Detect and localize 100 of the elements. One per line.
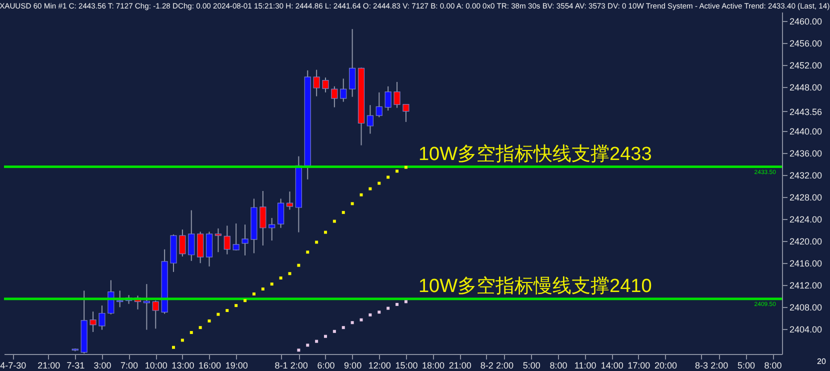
point [360,193,363,196]
point [378,310,381,314]
point [396,302,399,306]
candlestick [90,311,96,332]
point [396,170,399,173]
point [244,299,247,302]
point [288,272,292,276]
point [172,346,176,349]
y-tick-label: 2432.00 [790,170,822,181]
y-tick-label: 2412.00 [790,280,822,291]
point [270,282,274,286]
point [386,306,390,310]
x-tick-label: 8-1 [274,360,288,370]
y-tick-label: 2424.00 [790,214,822,225]
x-tick-label: 3:00 [94,360,112,370]
point [208,319,211,322]
point [216,312,220,316]
point [279,276,282,280]
y-tick-label: 2460.00 [790,16,822,26]
candlestick [349,28,356,98]
y-tick-label: 2408.00 [790,302,822,313]
y-tick-label: 2440.00 [790,126,822,136]
x-tick-label: 15:00 [395,360,418,370]
x-tick-label: 21:00 [38,360,60,370]
point [368,187,372,190]
candlestick [260,190,266,246]
x-tick-label: 8:00 [764,360,782,370]
candlestick [394,81,400,108]
x-tick-label: 9:00 [344,360,362,370]
x-tick-label: 6:00 [317,360,335,370]
point [378,182,381,185]
y-tick-label: 2452.00 [790,60,822,70]
candlestick [384,86,392,112]
x-tick-label: 5:00 [737,360,755,370]
point [297,348,300,352]
point [234,304,238,308]
point [342,210,345,214]
x-tick-label: 20:00 [654,360,678,370]
candlestick [224,225,230,255]
x-tick-label: 17:00 [628,360,650,370]
x-tick-label: 14:00 [600,360,624,370]
x-tick-label: 8-3 [694,360,708,370]
point [190,331,193,334]
candlestick [366,104,374,134]
x-tick-label: 21:00 [448,360,472,370]
candlestick [340,78,347,102]
text: 20 [817,357,826,366]
point [252,292,256,296]
annotation: 10W多空指标快线支撑2433 [418,142,652,165]
point [198,326,202,330]
x-tick-label: 11:00 [574,360,596,370]
x-tick-label: 10:00 [144,360,168,370]
y-tick-label: 2456.00 [790,38,822,48]
y-tick-label: 2416.00 [790,258,822,269]
candlestick [188,210,195,262]
x-tick-label: 13:00 [172,360,194,370]
candlestick [402,104,410,122]
point [315,240,318,244]
point [226,308,229,312]
candlestick [313,69,320,97]
candlestick [376,92,382,118]
candlestick [242,224,248,256]
point [306,344,310,347]
candlestick [98,305,106,330]
x-tick-label: 7-31 [66,360,85,370]
x-tick-label: 7:00 [120,360,138,370]
candlestick [152,300,159,330]
point [342,326,345,330]
y-tick-label: 2436.00 [790,148,822,158]
point [332,220,336,223]
point [180,338,184,342]
y-tick-label: 2420.00 [790,236,822,247]
x-tick-label: 2:00 [496,360,514,370]
point [360,318,363,322]
x-tick-label: 18:00 [422,360,445,370]
candlestick [322,77,329,93]
annotation: 10W多空指标慢线支撑2410 [418,274,652,297]
candlestick [143,284,150,330]
x-tick-label: 2:00 [290,360,308,370]
x-tick-label: 16:00 [198,360,222,370]
candlestick [232,222,240,251]
candlestick [206,231,213,267]
point [297,264,300,267]
point [404,166,408,169]
candlestick [214,228,222,253]
point [350,202,354,206]
x-tick-label: 19:00 [225,360,248,370]
point [350,321,354,324]
x-tick-label: 2:00 [710,360,728,370]
y-tick-label: 2428.00 [790,192,822,203]
x-tick-label: 4-7-30 [0,360,26,370]
candlestick [277,198,284,228]
point [324,334,327,338]
point [324,230,327,234]
candlestick [197,231,204,264]
x-tick-label: 8-2 [480,360,494,370]
x-tick-label: 12:00 [368,360,391,370]
point [368,313,372,316]
x-tick-label: 5:00 [522,360,540,370]
point [315,340,318,343]
